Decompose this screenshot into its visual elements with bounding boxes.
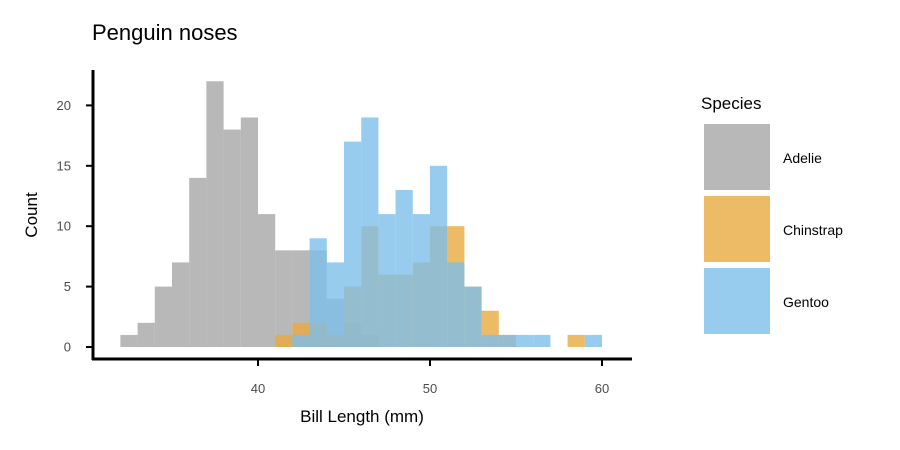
bar-gentoo-44 [326,262,344,347]
legend-label-gentoo: Gentoo [783,294,829,310]
bar-adelie-37 [206,81,224,348]
chart-title: Penguin noses [92,20,238,45]
legend-swatch-chinstrap [704,196,770,262]
bar-gentoo-55 [516,334,534,347]
bar-adelie-33 [137,322,155,347]
bars-group [120,81,602,348]
bar-gentoo-43 [309,238,327,347]
bar-gentoo-51 [447,262,465,347]
bar-adelie-34 [154,286,172,347]
bar-adelie-35 [172,262,190,347]
bar-gentoo-48 [395,189,413,347]
legend-label-chinstrap: Chinstrap [783,222,843,238]
y-tick-label: 10 [57,219,71,234]
x-tick-label: 50 [423,381,437,396]
bar-adelie-32 [120,334,138,347]
y-tick-label: 20 [57,98,71,113]
x-tick-label: 60 [595,381,609,396]
bar-chinstrap-41 [275,334,293,347]
legend-title: Species [701,94,761,113]
y-axis-label: Count [22,192,41,238]
legend-label-adelie: Adelie [783,150,822,166]
bar-adelie-40 [258,214,276,347]
x-tick-label: 40 [251,381,265,396]
bar-adelie-41 [275,250,293,347]
bar-adelie-36 [189,177,207,347]
y-tick-label: 5 [64,279,71,294]
bar-gentoo-56 [533,334,551,347]
bar-adelie-39 [240,117,258,347]
bar-adelie-38 [223,129,241,347]
legend: Adelie Chinstrap Gentoo [704,124,843,334]
bar-gentoo-59 [584,334,602,347]
bar-gentoo-53 [481,334,499,347]
x-ticks-group: 40 50 60 [251,359,609,396]
bar-gentoo-42 [292,334,310,347]
x-axis-label: Bill Length (mm) [300,407,424,426]
bar-gentoo-46 [361,117,379,347]
bar-chinstrap-58 [567,334,585,347]
y-tick-label: 0 [64,340,71,355]
bar-gentoo-45 [344,141,362,347]
bar-gentoo-47 [378,214,396,347]
bar-gentoo-54 [498,334,516,347]
bar-gentoo-49 [412,214,430,347]
bar-gentoo-52 [464,286,482,347]
y-tick-label: 15 [57,158,71,173]
y-ticks-group: 0 5 10 15 20 [57,98,93,355]
legend-swatch-gentoo [704,268,770,334]
bar-gentoo-50 [430,165,448,347]
legend-swatch-adelie [704,124,770,190]
